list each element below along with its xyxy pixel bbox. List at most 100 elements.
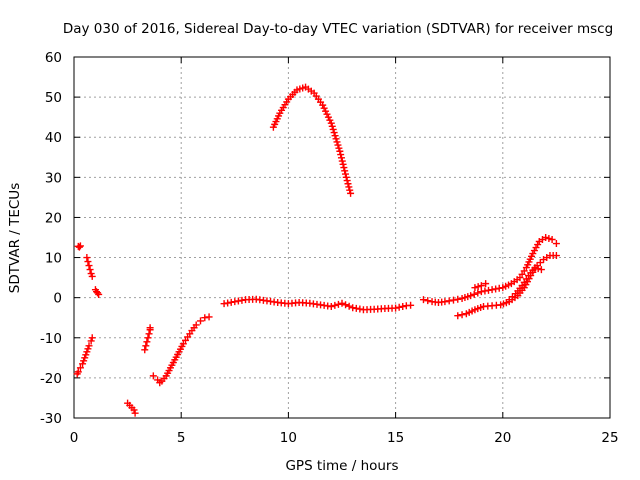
data-point bbox=[341, 170, 349, 178]
data-point bbox=[342, 173, 350, 181]
data-point bbox=[144, 334, 152, 342]
plot-frame bbox=[73, 56, 611, 419]
data-point bbox=[338, 157, 346, 165]
data-point bbox=[346, 186, 354, 194]
y-tick-label: 50 bbox=[45, 90, 62, 106]
data-point bbox=[192, 321, 200, 329]
data-point bbox=[407, 301, 415, 309]
data-point bbox=[347, 189, 355, 197]
y-tick-label: 60 bbox=[45, 50, 62, 66]
data-point bbox=[83, 254, 91, 262]
data-point bbox=[141, 346, 149, 354]
y-tick-label: -10 bbox=[40, 331, 62, 347]
data-point bbox=[331, 132, 339, 140]
data-point bbox=[95, 290, 103, 298]
axis-ticks: 0 5 10 15 20 25 -30 -20 -10 0 10 20 30 40 50 60 bbox=[40, 50, 619, 446]
data-point bbox=[341, 167, 349, 175]
data-point bbox=[338, 299, 346, 307]
data-point bbox=[146, 324, 154, 332]
y-tick-label: 20 bbox=[45, 210, 62, 226]
data-point bbox=[545, 235, 553, 243]
data-point bbox=[343, 177, 351, 185]
data-series-arc12 bbox=[505, 264, 545, 304]
data-point bbox=[330, 129, 338, 137]
data-series-arc13 bbox=[471, 280, 490, 292]
data-point bbox=[395, 303, 403, 311]
data-point bbox=[143, 338, 151, 346]
data-point bbox=[130, 406, 138, 414]
data-point bbox=[335, 144, 343, 152]
y-tick-label: 40 bbox=[45, 130, 62, 146]
data-point bbox=[340, 164, 348, 172]
data-series-arc7 bbox=[149, 313, 213, 387]
y-tick-label: 10 bbox=[45, 251, 62, 267]
data-point bbox=[205, 313, 213, 321]
data-point bbox=[328, 122, 336, 130]
data-series-arc1 bbox=[74, 242, 84, 251]
data-point bbox=[552, 240, 560, 248]
data-series-arc2 bbox=[83, 254, 96, 280]
data-point bbox=[201, 314, 209, 322]
data-series-arc9 bbox=[269, 83, 355, 197]
y-tick-label: 0 bbox=[53, 291, 62, 307]
y-tick-label: 30 bbox=[45, 170, 62, 186]
data-point bbox=[337, 154, 345, 162]
data-point bbox=[424, 297, 432, 305]
y-tick-label: -20 bbox=[40, 371, 62, 387]
data-point bbox=[329, 125, 337, 133]
data-point bbox=[337, 151, 345, 159]
data-point bbox=[454, 295, 462, 303]
data-point bbox=[142, 342, 150, 350]
data-series-arc4 bbox=[73, 334, 96, 378]
x-tick-label: 15 bbox=[387, 430, 404, 446]
data-point bbox=[441, 298, 449, 306]
data-point bbox=[88, 334, 96, 342]
data-point bbox=[474, 289, 482, 297]
data-point bbox=[333, 138, 341, 146]
data-point bbox=[85, 342, 93, 350]
data-point bbox=[537, 266, 545, 274]
x-tick-label: 0 bbox=[70, 430, 79, 446]
data-point bbox=[345, 302, 353, 310]
data-point bbox=[345, 183, 353, 191]
data-point bbox=[534, 265, 542, 273]
data-point bbox=[477, 282, 485, 290]
data-point bbox=[196, 317, 204, 325]
data-point bbox=[458, 311, 466, 319]
data-point bbox=[548, 236, 556, 244]
data-point bbox=[149, 372, 157, 380]
data-point bbox=[88, 272, 96, 280]
x-tick-label: 5 bbox=[177, 430, 186, 446]
data-point bbox=[85, 262, 93, 270]
data-point bbox=[331, 301, 339, 309]
data-point bbox=[327, 119, 335, 127]
data-point bbox=[399, 302, 407, 310]
data-point bbox=[542, 234, 550, 241]
x-tick-label: 25 bbox=[601, 430, 618, 446]
y-axis-label: SDTVAR / TECUs bbox=[7, 183, 23, 293]
data-point bbox=[334, 141, 342, 149]
data-point bbox=[327, 302, 335, 310]
data-series-arc6 bbox=[141, 324, 154, 354]
data-series-arc8 bbox=[220, 295, 415, 314]
data-point bbox=[419, 296, 427, 304]
data-point bbox=[552, 252, 560, 260]
data-point bbox=[76, 242, 84, 250]
data-point bbox=[342, 301, 350, 309]
data-point bbox=[467, 292, 475, 300]
data-series-arc3 bbox=[91, 286, 103, 298]
data-point bbox=[87, 337, 95, 345]
data-series-arc5 bbox=[124, 399, 139, 417]
data-point bbox=[482, 280, 490, 288]
data-point bbox=[470, 290, 478, 298]
data-point bbox=[75, 243, 83, 251]
data-point bbox=[86, 266, 94, 274]
data-point bbox=[94, 289, 102, 297]
data-point bbox=[392, 304, 400, 312]
data-series-arc10 bbox=[419, 234, 560, 306]
data-point bbox=[531, 264, 539, 272]
data-point bbox=[84, 258, 92, 266]
y-tick-label: -30 bbox=[40, 411, 62, 427]
chart-title: Day 030 of 2016, Sidereal Day-to-day VTE… bbox=[63, 21, 613, 37]
